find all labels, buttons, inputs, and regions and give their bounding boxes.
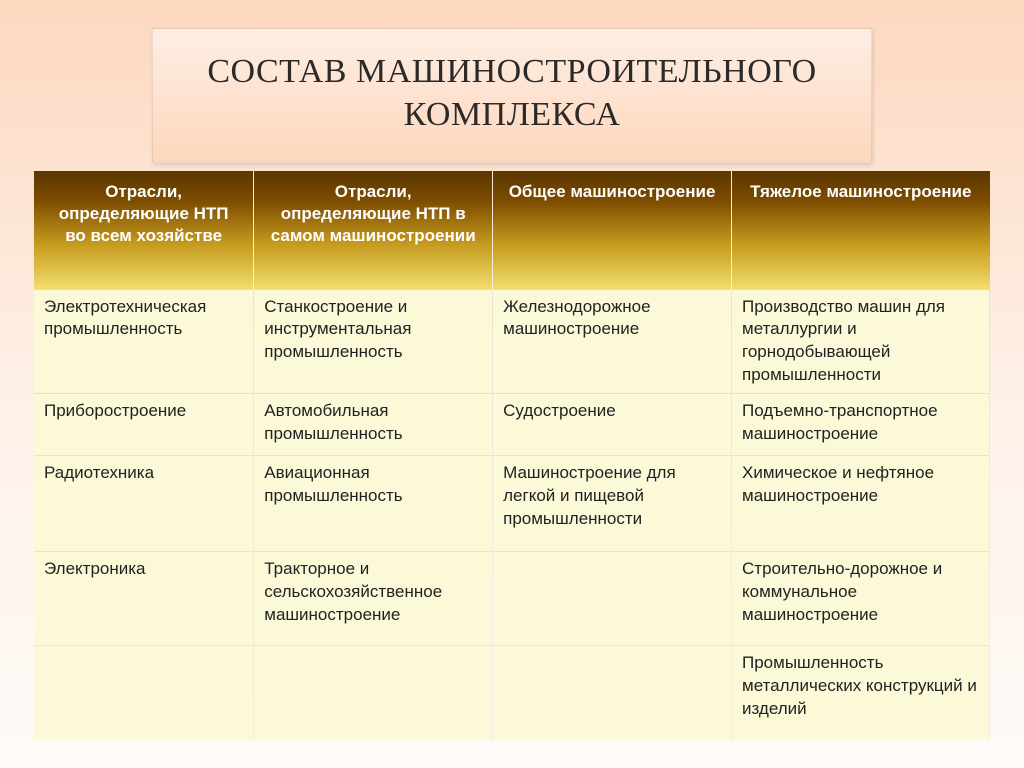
col-header-3: Тяжелое машиностроение xyxy=(732,171,990,289)
table-cell: Автомобильная промышленность xyxy=(254,394,493,456)
col-header-2: Общее машиностроение xyxy=(493,171,732,289)
table-cell: Радиотехника xyxy=(34,456,254,552)
table-header-row: Отрасли, определяющие НТП во всем хозяйс… xyxy=(34,171,990,289)
table-cell: Судостроение xyxy=(493,394,732,456)
table-cell: Железнодорожное машиностроение xyxy=(493,289,732,394)
table-cell: Строительно-дорожное и коммунальное маши… xyxy=(732,552,990,646)
col-header-0: Отрасли, определяющие НТП во всем хозяйс… xyxy=(34,171,254,289)
table-cell: Промышленность металлических конструкций… xyxy=(732,646,990,740)
table-row: Радиотехника Авиационная промышленность … xyxy=(34,456,990,552)
table-cell: Машиностроение для легкой и пищевой пром… xyxy=(493,456,732,552)
table-cell: Электротехническая промышленность xyxy=(34,289,254,394)
table-cell: Авиационная промышленность xyxy=(254,456,493,552)
table-cell: Химическое и нефтяное машиностроение xyxy=(732,456,990,552)
table-row: Промышленность металлических конструкций… xyxy=(34,646,990,740)
table-cell xyxy=(34,646,254,740)
table-row: Электротехническая промышленность Станко… xyxy=(34,289,990,394)
table-cell xyxy=(493,552,732,646)
slide-title: СОСТАВ МАШИНОСТРОИТЕЛЬНОГО КОМПЛЕКСА xyxy=(177,51,847,136)
slide: СОСТАВ МАШИНОСТРОИТЕЛЬНОГО КОМПЛЕКСА Отр… xyxy=(0,0,1024,768)
composition-table: Отрасли, определяющие НТП во всем хозяйс… xyxy=(34,171,990,740)
table-cell xyxy=(254,646,493,740)
table-row: Электроника Тракторное и сельскохозяйств… xyxy=(34,552,990,646)
table-cell: Станкостроение и инструментальная промыш… xyxy=(254,289,493,394)
table-cell: Электроника xyxy=(34,552,254,646)
table-cell: Приборостроение xyxy=(34,394,254,456)
table-cell: Тракторное и сельскохозяйственное машино… xyxy=(254,552,493,646)
table-cell: Производство машин для металлургии и гор… xyxy=(732,289,990,394)
col-header-1: Отрасли, определяющие НТП в самом машино… xyxy=(254,171,493,289)
table-row: Приборостроение Автомобильная промышленн… xyxy=(34,394,990,456)
table-cell: Подъемно-транспортное машиностроение xyxy=(732,394,990,456)
title-box: СОСТАВ МАШИНОСТРОИТЕЛЬНОГО КОМПЛЕКСА xyxy=(152,28,872,163)
table-cell xyxy=(493,646,732,740)
